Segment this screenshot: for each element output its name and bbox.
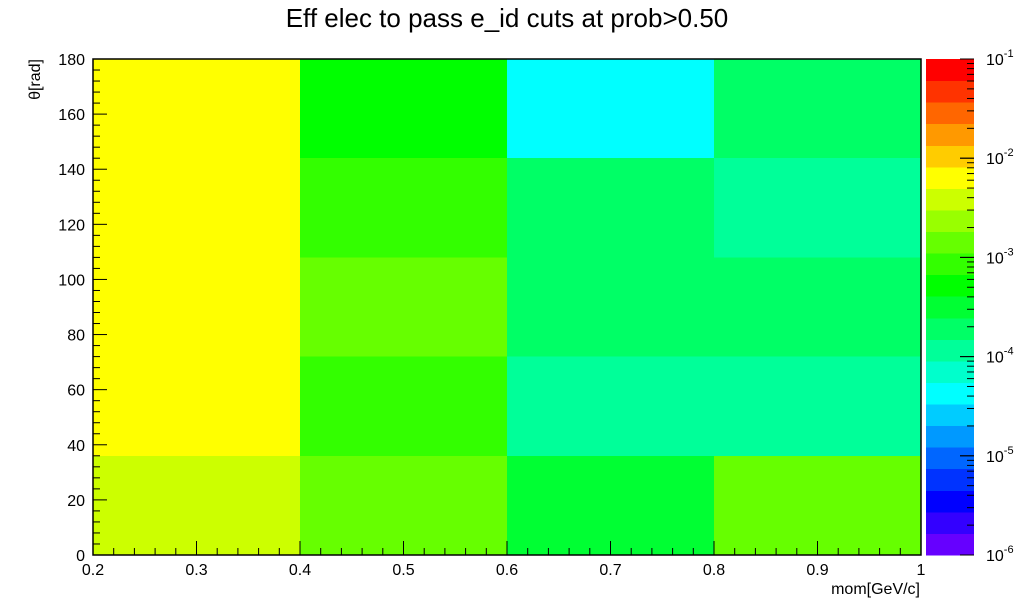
palette-swatch xyxy=(926,490,974,513)
heatmap-cell-r0-c3 xyxy=(714,455,921,555)
palette-swatch xyxy=(926,317,974,340)
heatmap-cell-r1-c3 xyxy=(714,356,921,456)
y-tick-label: 180 xyxy=(58,52,85,69)
palette-label: 10-5 xyxy=(986,445,1014,466)
palette-swatch xyxy=(926,447,974,470)
palette-label: 10-4 xyxy=(986,346,1014,367)
y-tick-label: 80 xyxy=(67,328,85,345)
heatmap-cell-r3-c1 xyxy=(300,158,507,258)
palette-swatch xyxy=(926,231,974,254)
y-tick-label: 100 xyxy=(58,272,85,289)
palette-swatch xyxy=(926,404,974,427)
palette-swatch xyxy=(926,253,974,276)
x-tick-label: 0.2 xyxy=(82,562,104,579)
palette-swatch xyxy=(926,360,974,383)
palette-swatch xyxy=(926,382,974,405)
y-tick-label: 20 xyxy=(67,493,85,510)
palette-swatch xyxy=(926,59,974,82)
heatmap-cell-r3-c2 xyxy=(507,158,714,258)
heatmap-cells xyxy=(93,59,921,555)
x-tick-label: 0.6 xyxy=(496,562,518,579)
heatmap-cell-r3-c3 xyxy=(714,158,921,258)
palette-label: 10-3 xyxy=(986,246,1014,267)
heatmap-cell-r1-c1 xyxy=(300,356,507,456)
x-tick-label: 0.4 xyxy=(289,562,311,579)
y-tick-label: 160 xyxy=(58,107,85,124)
palette-label: 10-2 xyxy=(986,147,1014,168)
x-tick-label: 0.8 xyxy=(703,562,725,579)
y-tick-label: 140 xyxy=(58,162,85,179)
heatmap-cell-r2-c1 xyxy=(300,257,507,357)
palette-swatch xyxy=(926,533,974,556)
palette-swatch xyxy=(926,102,974,125)
palette-swatch xyxy=(926,209,974,233)
x-tick-label: 0.3 xyxy=(185,562,207,579)
x-tick-label: 0.7 xyxy=(599,562,621,579)
heatmap-cell-r2-c2 xyxy=(507,257,714,357)
x-axis-ticks: 0.2 0.3 0.4 0.5 0.6 0.7 0.8 0.9 1 xyxy=(82,541,926,579)
y-tick-label: 40 xyxy=(67,438,85,455)
x-tick-label: 0.9 xyxy=(806,562,828,579)
heatmap-cell-r1-c2 xyxy=(507,356,714,456)
palette-swatch xyxy=(926,188,974,211)
heatmap-cell-r0-c2 xyxy=(507,455,714,555)
x-tick-label: 1 xyxy=(917,562,926,579)
heatmap-cell-r4-c0 xyxy=(93,59,300,159)
heatmap-cell-r2-c0 xyxy=(93,257,300,357)
heatmap-cell-r3-c0 xyxy=(93,158,300,258)
color-palette xyxy=(926,58,974,556)
palette-label: 10-6 xyxy=(986,544,1014,565)
palette-swatch xyxy=(926,339,974,362)
palette-swatch xyxy=(926,166,974,189)
palette-swatch xyxy=(926,468,974,491)
y-tick-label: 120 xyxy=(58,217,85,234)
palette-swatch xyxy=(926,296,974,319)
y-tick-label: 0 xyxy=(76,548,85,565)
y-tick-label: 60 xyxy=(67,383,85,400)
y-axis-label: θ[rad] xyxy=(27,59,44,100)
palette-label: 10-1 xyxy=(986,48,1014,69)
heatmap-cell-r4-c3 xyxy=(714,59,921,159)
heatmap-cell-r2-c3 xyxy=(714,257,921,357)
palette-swatch xyxy=(926,145,974,168)
heatmap-cell-r0-c1 xyxy=(300,455,507,555)
x-axis-label: mom[GeV/c] xyxy=(831,581,920,598)
heatmap-cell-r1-c0 xyxy=(93,356,300,456)
palette-swatch xyxy=(926,274,974,297)
y-axis-ticks: 0 20 40 60 80 100 120 140 160 180 xyxy=(58,52,107,565)
heatmap-cell-r4-c1 xyxy=(300,59,507,159)
palette-swatch xyxy=(926,123,974,146)
palette-swatch xyxy=(926,80,974,103)
palette-swatch xyxy=(926,425,974,448)
heatmap-cell-r4-c2 xyxy=(507,59,714,159)
palette-swatch xyxy=(926,511,974,534)
color-palette-labels: 10-1 10-2 10-3 10-4 10-5 10-6 xyxy=(986,48,1014,565)
heatmap-cell-r0-c0 xyxy=(93,455,300,555)
x-tick-label: 0.5 xyxy=(392,562,414,579)
chart-title: Eff elec to pass e_id cuts at prob>0.50 xyxy=(286,3,729,33)
